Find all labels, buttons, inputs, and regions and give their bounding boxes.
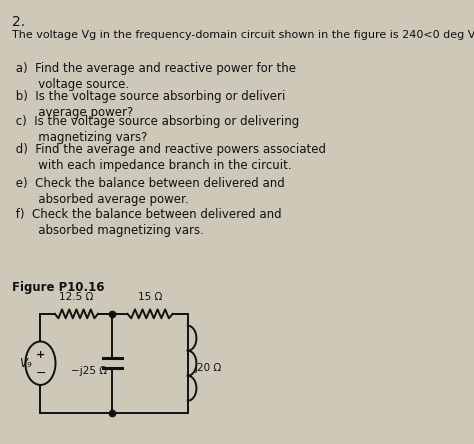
Text: f)  Check the balance between delivered and
       absorbed magnetizing vars.: f) Check the balance between delivered a… — [12, 208, 282, 237]
Text: 15 Ω: 15 Ω — [138, 292, 162, 302]
Text: 2.: 2. — [12, 15, 26, 28]
Text: e)  Check the balance between delivered and
       absorbed average power.: e) Check the balance between delivered a… — [12, 177, 285, 206]
Text: a)  Find the average and reactive power for the
       voltage source.: a) Find the average and reactive power f… — [12, 62, 296, 91]
Text: V₉: V₉ — [19, 357, 32, 370]
Text: d)  Find the average and reactive powers associated
       with each impedance b: d) Find the average and reactive powers … — [12, 143, 327, 172]
Text: 12.5 Ω: 12.5 Ω — [59, 292, 93, 302]
Text: Figure P10.16: Figure P10.16 — [12, 281, 105, 294]
Text: c)  Is the voltage source absorbing or delivering
       magnetizing vars?: c) Is the voltage source absorbing or de… — [12, 115, 300, 144]
Text: −: − — [35, 366, 46, 380]
Text: +: + — [36, 350, 45, 360]
Text: −j25 Ω: −j25 Ω — [71, 366, 107, 376]
Text: b)  Is the voltage source absorbing or deliveri
       average power?: b) Is the voltage source absorbing or de… — [12, 90, 286, 119]
Text: j20 Ω: j20 Ω — [195, 363, 222, 373]
Text: The voltage Vg in the frequency-domain circuit shown in the figure is 240<0 deg : The voltage Vg in the frequency-domain c… — [12, 31, 474, 40]
